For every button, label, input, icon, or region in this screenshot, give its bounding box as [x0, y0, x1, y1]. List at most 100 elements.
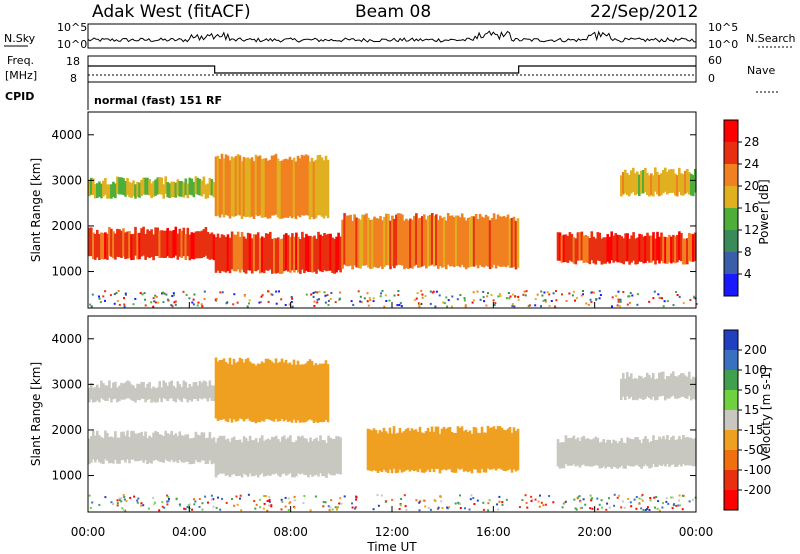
echo-cell	[266, 233, 270, 271]
echo-cell	[310, 157, 314, 217]
echo-cell	[331, 438, 334, 476]
speckle-cell	[676, 294, 679, 296]
speckle-cell	[654, 506, 656, 509]
echo-cell	[262, 440, 266, 477]
speckle-cell	[310, 293, 313, 296]
speckle-cell	[590, 291, 593, 294]
echo-cell	[295, 440, 298, 477]
speckle-cell	[695, 303, 698, 305]
speckle-cell	[182, 290, 185, 293]
colorbar-swatch	[724, 252, 738, 275]
echo-cell	[210, 438, 214, 465]
echo-cell	[464, 429, 468, 471]
echo-cell	[632, 439, 635, 467]
echo-cell	[598, 232, 602, 261]
echo-cell	[510, 217, 514, 268]
speckle-cell	[350, 300, 353, 303]
echo-cell	[88, 180, 91, 197]
echo-cell	[674, 440, 677, 467]
speckle-cell	[102, 295, 105, 298]
speckle-cell	[658, 296, 661, 299]
echo-cell	[443, 216, 446, 267]
echo-cell	[636, 437, 639, 466]
speckle-cell	[691, 498, 694, 501]
speckle-cell	[322, 501, 325, 503]
echo-cell	[268, 159, 272, 219]
speckle-cell	[161, 505, 164, 508]
speckle-cell	[677, 504, 680, 507]
echo-cell	[636, 237, 639, 264]
echo-cell	[260, 361, 264, 421]
speckle-cell	[671, 496, 674, 499]
echo-cell	[324, 360, 328, 420]
speckle-cell	[154, 501, 157, 504]
speckle-cell	[613, 504, 616, 507]
echo-cell	[94, 387, 97, 402]
echo-cell	[307, 442, 310, 478]
echo-cell	[132, 233, 135, 260]
echo-cell	[172, 435, 175, 463]
echo-cell	[252, 161, 256, 219]
speckle-cell	[162, 301, 165, 304]
echo-cell	[316, 155, 320, 216]
echo-cell	[512, 216, 516, 267]
speckle-cell	[439, 495, 442, 498]
echo-cell	[630, 439, 633, 467]
speckle-cell	[472, 291, 475, 294]
echo-cell	[588, 238, 592, 265]
echo-cell	[652, 435, 655, 465]
echo-cell	[204, 227, 208, 256]
echo-cell	[230, 231, 234, 270]
echo-cell	[230, 364, 234, 423]
colorbar-tick-label: -15	[744, 423, 764, 437]
speckle-cell	[203, 298, 206, 300]
station-title: Adak West (fitACF)	[92, 2, 251, 22]
speckle-cell	[689, 299, 692, 301]
echo-cell	[234, 362, 238, 422]
speckle-cell	[672, 504, 675, 507]
noise-panel-frame	[87, 23, 697, 49]
speckle-cell	[644, 509, 647, 511]
echo-cell	[367, 217, 370, 268]
noise-left-tick-bottom: 10^0	[57, 38, 87, 51]
speckle-cell	[136, 499, 139, 502]
speckle-cell	[122, 494, 125, 496]
echo-cell	[333, 238, 336, 274]
echo-cell	[458, 217, 462, 268]
speckle-cell	[423, 499, 426, 502]
echo-cell	[287, 235, 290, 272]
echo-cell	[380, 431, 384, 472]
echo-cell	[486, 216, 490, 267]
echo-cell	[283, 234, 286, 272]
echo-cell	[672, 169, 675, 193]
echo-cell	[287, 437, 290, 475]
echo-cell	[220, 436, 224, 474]
speckle-cell	[115, 291, 118, 294]
echo-cell	[150, 183, 153, 199]
echo-cell	[244, 438, 248, 475]
echo-cell	[674, 236, 677, 264]
speckle-cell	[322, 505, 325, 508]
echo-cell	[297, 236, 300, 273]
speckle-cell	[456, 298, 459, 301]
speckle-cell	[116, 502, 119, 505]
echo-cell	[158, 434, 161, 462]
echo-cell	[182, 380, 186, 398]
speckle-cell	[451, 295, 454, 298]
speckle-cell	[329, 298, 332, 300]
echo-cell	[612, 439, 615, 467]
echo-cell	[600, 441, 604, 469]
speckle-cell	[518, 506, 521, 509]
echo-cell	[686, 169, 689, 193]
echo-cell	[138, 182, 141, 198]
echo-cell	[172, 230, 175, 258]
echo-cell	[100, 437, 103, 464]
x-tick-label: 12:00	[375, 525, 410, 539]
echo-cell	[470, 216, 474, 267]
echo-cell	[508, 426, 512, 470]
echo-cell	[668, 376, 671, 399]
echo-cell	[299, 437, 302, 475]
speckle-cell	[629, 292, 632, 294]
echo-cell	[514, 430, 518, 472]
echo-cell	[240, 232, 244, 270]
